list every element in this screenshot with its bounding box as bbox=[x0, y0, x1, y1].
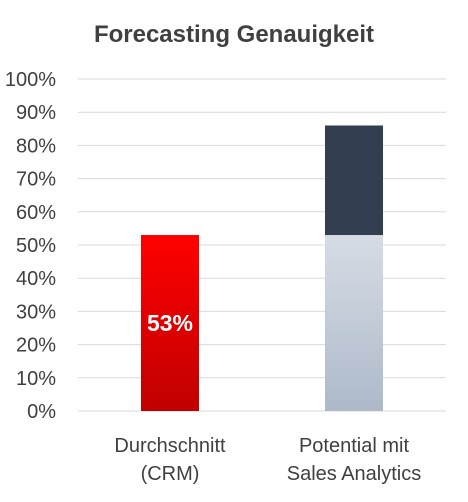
y-tick-label: 100% bbox=[5, 69, 56, 91]
category-label: Durchschnitt (CRM) bbox=[114, 435, 226, 485]
y-tick-label: 40% bbox=[16, 268, 56, 290]
y-tick-label: 90% bbox=[16, 102, 56, 124]
bar-2-segment-1 bbox=[325, 235, 383, 411]
y-axis-ticks: 0% 10% 20% 30% 40% 50% 60% 70% 80% 90% 100% bbox=[5, 69, 56, 423]
x-axis-categories: Durchschnitt (CRM) Potential mit Sales Anal… bbox=[114, 435, 421, 485]
y-tick-label: 60% bbox=[16, 202, 56, 224]
y-tick-label: 80% bbox=[16, 135, 56, 157]
bar-1-segment-1 bbox=[141, 235, 199, 411]
data-label: 53% bbox=[147, 310, 193, 336]
y-tick-label: 50% bbox=[16, 235, 56, 257]
y-tick-label: 0% bbox=[27, 401, 56, 423]
y-tick-label: 10% bbox=[16, 368, 56, 390]
category-label: Potential mit Sales Analytics bbox=[287, 435, 422, 485]
chart-title: Forecasting Genauigkeit bbox=[94, 21, 374, 48]
gridlines bbox=[78, 78, 446, 412]
y-tick-label: 20% bbox=[16, 335, 56, 357]
data-labels: 53% bbox=[147, 310, 193, 336]
y-tick-label: 30% bbox=[16, 301, 56, 323]
y-tick-label: 70% bbox=[16, 169, 56, 191]
bar-2-segment-2 bbox=[325, 125, 383, 236]
bars bbox=[141, 125, 383, 411]
